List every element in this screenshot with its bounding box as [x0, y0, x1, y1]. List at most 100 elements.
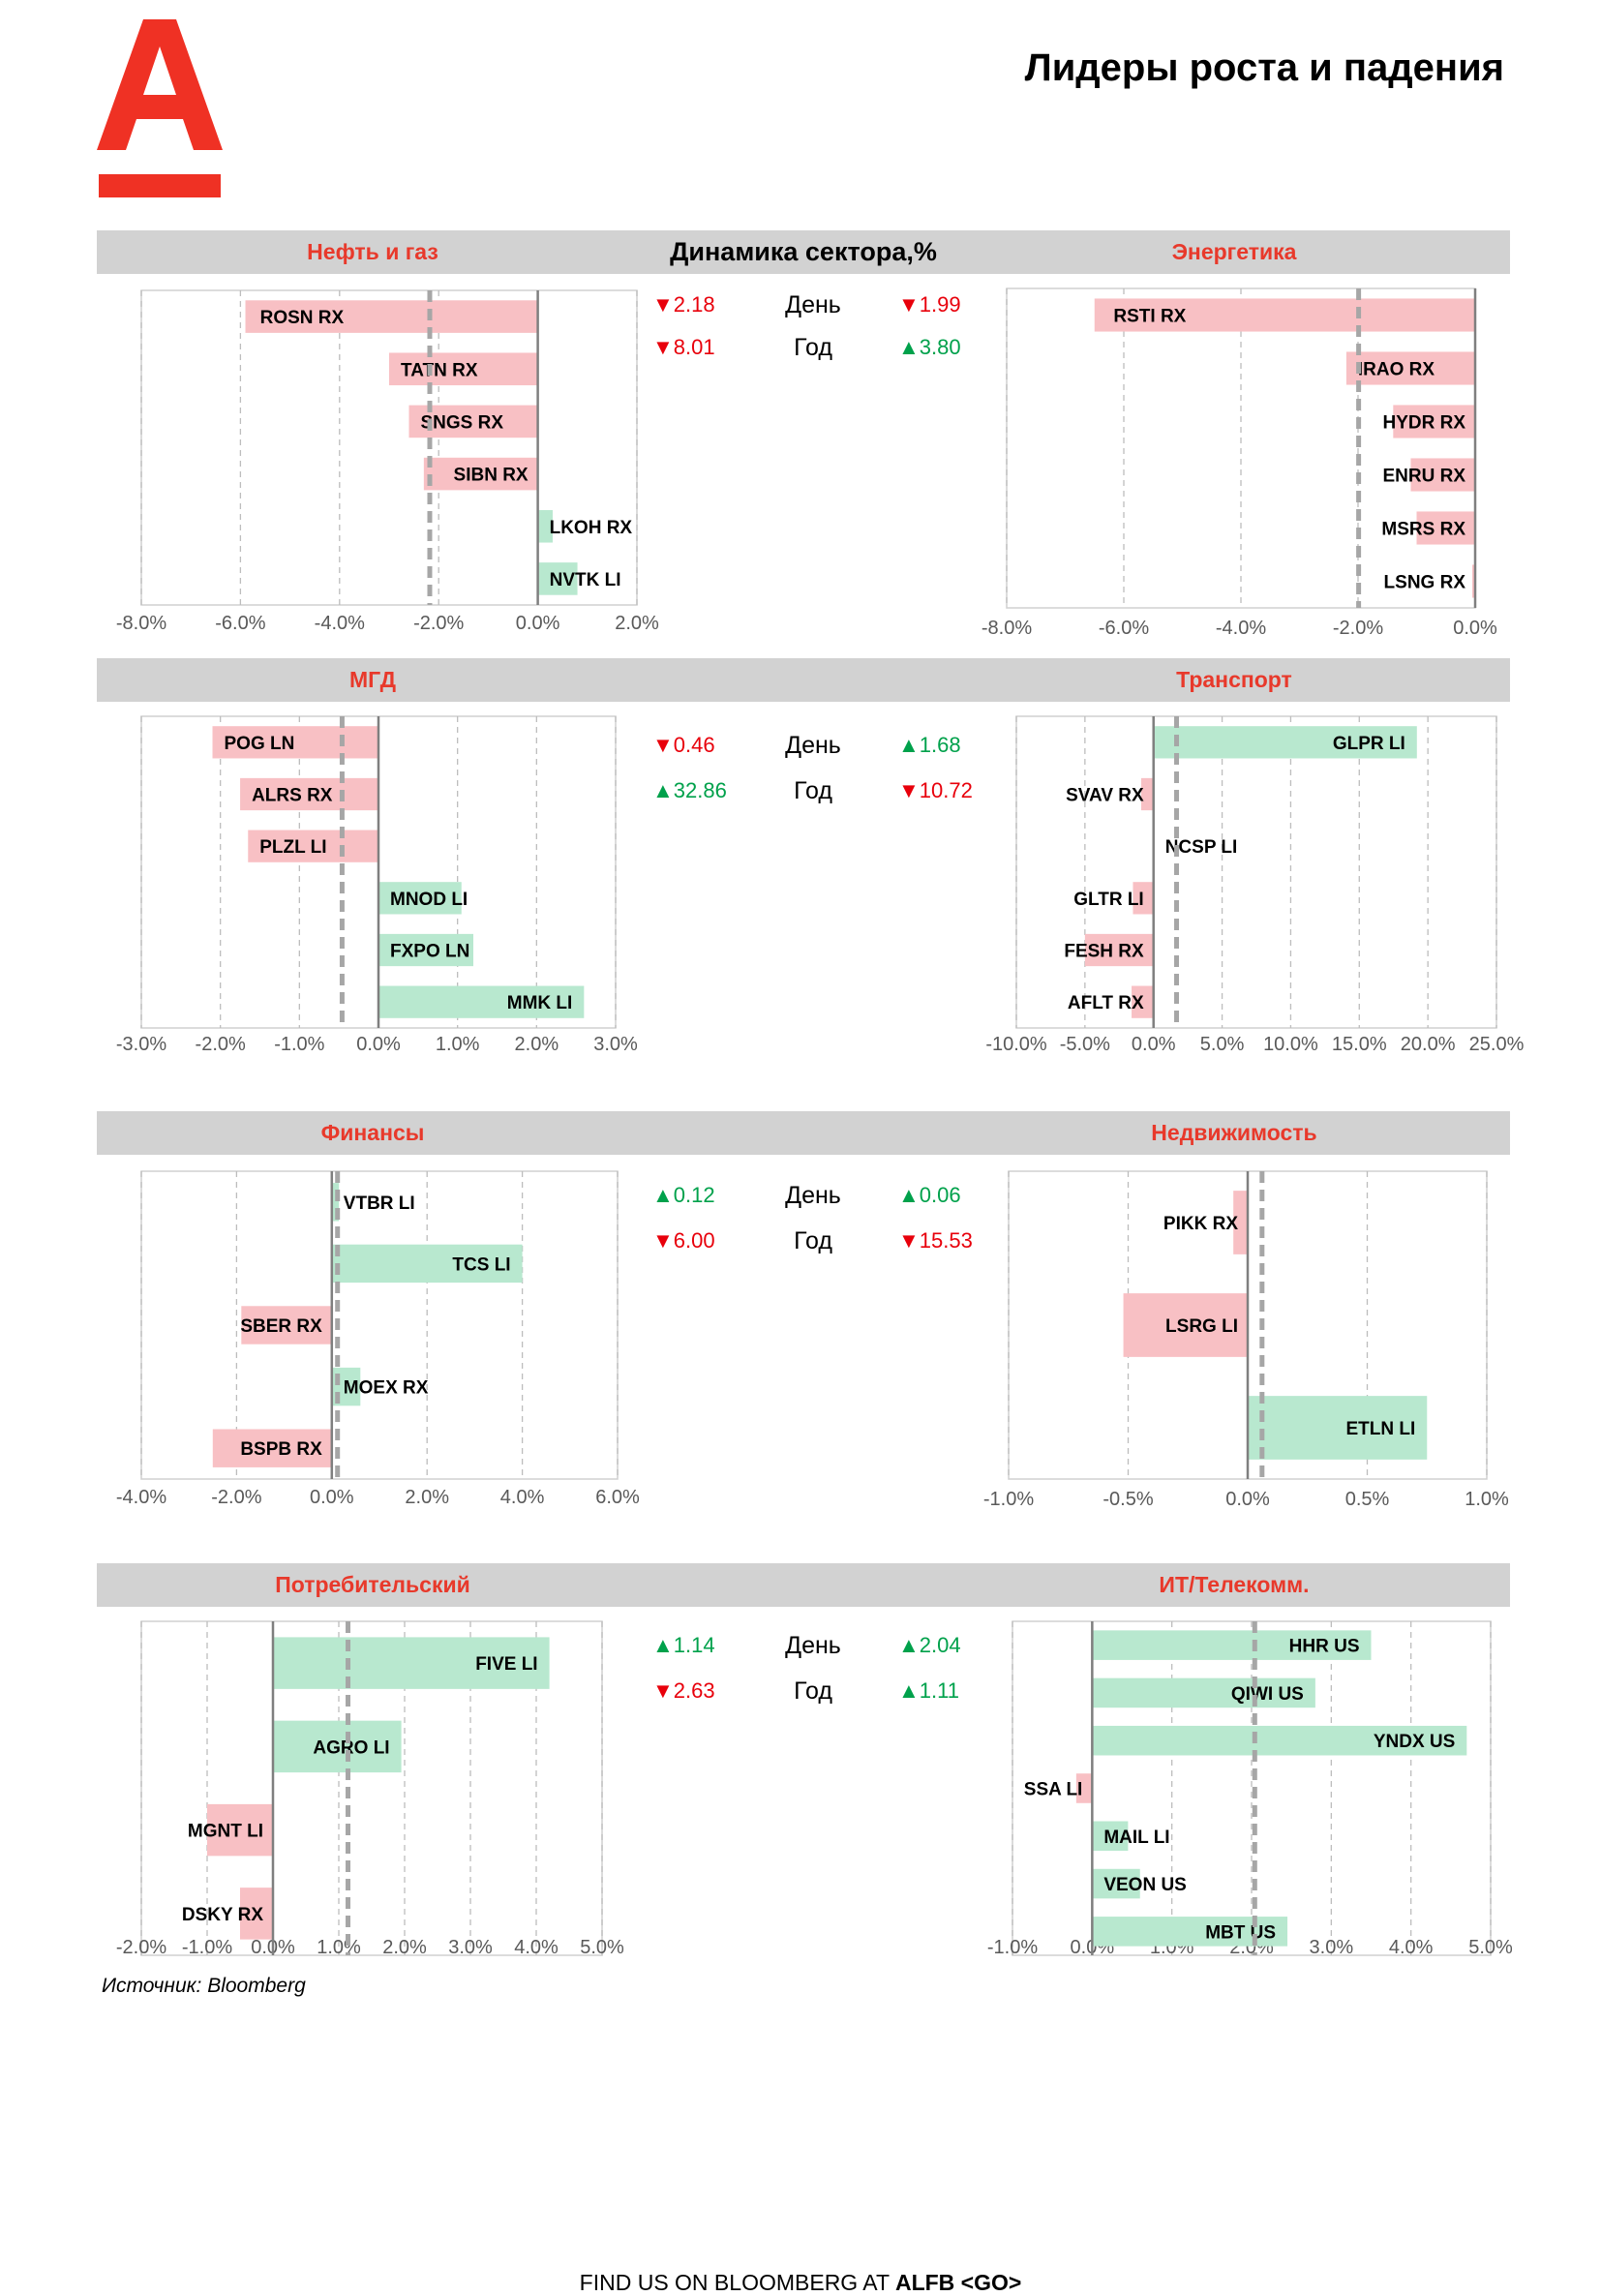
- plot-frame: [140, 289, 638, 606]
- arrow-icon: ▼: [652, 335, 674, 359]
- day-label: День: [785, 291, 841, 318]
- section-header-row-1: Нефть и газ Динамика сектора,% Энергетик…: [97, 230, 1510, 274]
- tick-label: 2.0%: [1229, 1937, 1274, 1958]
- sector-title-it-telecom: ИТ/Телекомм.: [1159, 1572, 1310, 1597]
- arrow-icon: ▼: [652, 1678, 674, 1703]
- plot-frame: [1006, 287, 1476, 609]
- bar-label: TATN RX: [401, 360, 478, 380]
- tick-label: 4.0%: [1389, 1937, 1434, 1958]
- plot-frame: [140, 1620, 603, 1956]
- left-year-stat: ▼8.01: [652, 335, 715, 359]
- bar-label: DSKY RX: [182, 1905, 263, 1925]
- bar: [1133, 882, 1154, 915]
- bar: [273, 1637, 550, 1689]
- tick-label: 2.0%: [615, 613, 659, 634]
- arrow-icon: ▼: [652, 292, 674, 317]
- bar-label: AGRO LI: [313, 1737, 389, 1758]
- bar-label: SBER RX: [240, 1316, 322, 1337]
- year-label: Год: [794, 334, 832, 361]
- bar: [212, 726, 378, 759]
- plot-frame: [140, 715, 617, 1029]
- tick-label: 0.0%: [1225, 1489, 1270, 1510]
- bar: [1132, 985, 1154, 1018]
- bar-label: IRAO RX: [1358, 360, 1435, 380]
- tick-label: -1.0%: [987, 1937, 1038, 1958]
- tick-label: -6.0%: [1099, 618, 1149, 639]
- tick-label: 0.0%: [310, 1487, 354, 1508]
- arrow-icon: ▼: [898, 1228, 920, 1253]
- bar: [423, 457, 538, 491]
- plot-frame: [1015, 715, 1497, 1029]
- bar-label: PLZL LI: [259, 837, 326, 858]
- right-year-stat: ▼15.53: [898, 1228, 973, 1253]
- bar: [1471, 564, 1475, 598]
- bar-label: YNDX US: [1374, 1732, 1455, 1752]
- bar: [537, 562, 578, 595]
- bar: [245, 300, 538, 333]
- arrow-icon: ▲: [898, 1183, 920, 1207]
- bar-label: RSTI RX: [1113, 307, 1186, 327]
- tick-label: -1.0%: [182, 1937, 232, 1958]
- source-note: Источник: Bloomberg: [102, 1975, 306, 1997]
- bar: [248, 830, 378, 862]
- bar: [378, 985, 585, 1018]
- bar-label: MGNT LI: [188, 1822, 263, 1842]
- tick-label: -8.0%: [982, 618, 1032, 639]
- tick-label: 20.0%: [1401, 1034, 1456, 1055]
- section-header-row-4: Потребительский ИТ/Телекомм.: [97, 1563, 1510, 1607]
- tick-label: 0.5%: [1345, 1489, 1390, 1510]
- arrow-icon: ▲: [898, 733, 920, 757]
- bar: [240, 777, 378, 811]
- bar-label: LSRG LI: [1165, 1316, 1238, 1337]
- bar-label: MMK LI: [507, 993, 573, 1013]
- bar: [1233, 1191, 1248, 1254]
- footer: FIND US ON BLOOMBERG AT ALFB <GO>: [0, 2270, 1601, 2296]
- bar: [1153, 726, 1417, 759]
- tick-label: 0.0%: [251, 1937, 295, 1958]
- arrow-icon: ▼: [652, 733, 674, 757]
- tick-label: 5.0%: [1200, 1034, 1245, 1055]
- tick-label: -4.0%: [315, 613, 365, 634]
- sector-title-real-estate: Недвижимость: [1151, 1120, 1317, 1145]
- bar: [1084, 933, 1154, 967]
- bar-label: MAIL LI: [1103, 1828, 1169, 1848]
- left-year-stat: ▼2.63: [652, 1678, 715, 1703]
- bar-label: ETLN LI: [1345, 1419, 1415, 1439]
- bar-label: GLPR LI: [1333, 734, 1405, 754]
- sector-title-mining: МГД: [348, 667, 396, 692]
- bar-label: LSNG RX: [1384, 573, 1466, 593]
- bar-label: ALRS RX: [252, 786, 333, 806]
- bar-label: GLTR LI: [1073, 890, 1143, 910]
- tick-label: 2.0%: [382, 1937, 427, 1958]
- bar: [1092, 1917, 1288, 1947]
- tick-label: 4.0%: [514, 1937, 559, 1958]
- bar-label: FESH RX: [1064, 942, 1144, 962]
- footer-bold: ALFB <GO>: [894, 2270, 1022, 2295]
- tick-label: 3.0%: [448, 1937, 493, 1958]
- sector-title-energy: Энергетика: [1171, 239, 1297, 264]
- bar-label: HYDR RX: [1382, 413, 1465, 434]
- bar-label: MBT US: [1205, 1922, 1276, 1943]
- bar-label: MOEX RX: [344, 1378, 429, 1399]
- tick-label: 0.0%: [516, 613, 560, 634]
- bar-label: FIVE LI: [475, 1654, 537, 1675]
- bar-label: POG LN: [225, 734, 295, 754]
- right-day-stat: ▼1.99: [898, 292, 961, 317]
- tick-label: -1.0%: [983, 1489, 1034, 1510]
- tick-label: -2.0%: [116, 1937, 166, 1958]
- bar: [1092, 1630, 1372, 1660]
- bar: [1153, 830, 1155, 862]
- bar: [1410, 458, 1475, 492]
- bar: [331, 1244, 523, 1284]
- tick-label: 10.0%: [1263, 1034, 1318, 1055]
- tick-label: 5.0%: [1468, 1937, 1513, 1958]
- plot-frame: [1008, 1170, 1488, 1480]
- bar: [212, 1429, 332, 1467]
- year-label: Год: [794, 1227, 832, 1254]
- day-label: День: [785, 1182, 841, 1209]
- tick-label: 0.0%: [356, 1034, 401, 1055]
- tick-label: 6.0%: [595, 1487, 640, 1508]
- bar-label: VEON US: [1103, 1875, 1187, 1895]
- bar: [537, 509, 553, 543]
- tick-label: -4.0%: [1216, 618, 1266, 639]
